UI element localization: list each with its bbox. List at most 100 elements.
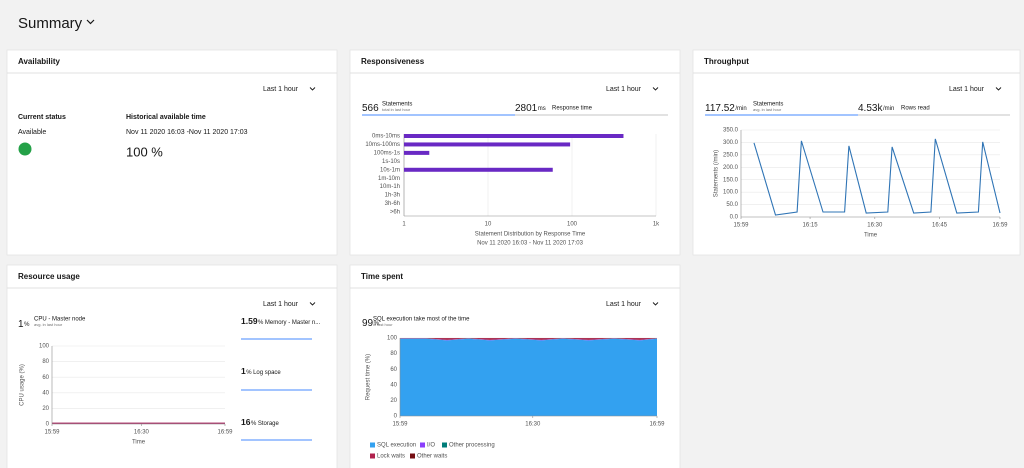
statements-rate: 117.52/min: [705, 103, 747, 114]
y-tick-label: 0: [46, 422, 50, 428]
legend-swatch: [410, 453, 415, 459]
legend-label: Other processing: [449, 443, 495, 449]
y-tick-label: >6h: [390, 210, 400, 216]
response-time-label: Response time: [552, 106, 593, 112]
x-tick-label: 16:45: [932, 223, 948, 229]
x-axis-label: Statement Distribution by Response Time: [475, 232, 586, 238]
legend-label: SQL execution: [377, 443, 416, 449]
y-tick-label: 40: [390, 382, 397, 388]
y-tick-label: 1s-10s: [382, 159, 400, 165]
dropdown-chevron[interactable]: [652, 302, 659, 306]
y-tick-label: 100ms-1s: [374, 150, 400, 156]
y-tick-label: 3h-6h: [385, 201, 400, 207]
data-area: [400, 338, 657, 340]
response-time-part: 2801: [515, 103, 538, 114]
legend-label: Lock waits: [377, 454, 405, 460]
range-dropdown[interactable]: Last 1 hour: [606, 86, 642, 93]
range-dropdown[interactable]: Last 1 hour: [263, 86, 299, 93]
y-tick-label: 20: [42, 406, 49, 412]
memory-metric: 1.59% Memory - Master n...: [241, 316, 321, 326]
y-tick-label: 0: [394, 414, 398, 420]
card-title: Resource usage: [18, 272, 80, 281]
data-area: [400, 338, 657, 341]
history-label: Historical available time: [126, 114, 206, 121]
y-tick-label: 40: [42, 390, 49, 396]
x-tick-label: 15:59: [733, 223, 749, 229]
y-tick-label: 80: [390, 351, 397, 357]
x-tick-label: 16:30: [134, 430, 150, 436]
y-tick-label: 1h-3h: [385, 193, 400, 199]
data-line: [753, 138, 1001, 216]
log-metric: 1% Log space: [241, 366, 281, 376]
y-tick-label: 1m-10m: [378, 176, 400, 182]
y-tick-label: 10s-1m: [380, 167, 400, 173]
x-tick-label: 16:15: [803, 223, 819, 229]
statements-note: avg. in last hour: [753, 107, 782, 112]
legend-swatch: [370, 442, 375, 448]
cpu-metric-part: 1: [18, 319, 24, 330]
dropdown-chevron[interactable]: [309, 87, 316, 91]
legend-swatch: [370, 453, 375, 459]
x-tick-label: 16:59: [217, 430, 233, 436]
card: [6, 264, 338, 468]
bar: [404, 134, 624, 138]
x-tick-label: 16:30: [525, 422, 541, 428]
y-tick-label: 80: [42, 359, 49, 365]
title-chevron[interactable]: [86, 19, 95, 25]
statements-count: 566: [362, 103, 379, 114]
range-dropdown[interactable]: Last 1 hour: [606, 301, 642, 308]
y-tick-label: 350.0: [723, 128, 739, 134]
x-tick-label: 16:59: [992, 223, 1008, 229]
x-tick-label: 1k: [653, 222, 660, 228]
dropdown-chevron[interactable]: [995, 87, 1002, 91]
memory-metric-part: %: [258, 320, 264, 326]
card-title: Throughput: [704, 57, 749, 66]
y-tick-label: 50.0: [726, 202, 738, 208]
bar: [404, 150, 430, 155]
statements-label: Statements: [382, 102, 412, 108]
bar: [404, 167, 553, 172]
storage-metric-part: Storage: [258, 421, 280, 427]
y-tick-label: 10m-1h: [380, 184, 400, 190]
page-title: Summary: [18, 15, 83, 32]
range-dropdown[interactable]: Last 1 hour: [263, 301, 299, 308]
dropdown-chevron[interactable]: [652, 87, 659, 91]
legend-swatch: [420, 442, 425, 448]
log-metric-part: 1: [241, 366, 246, 376]
cpu-metric: 1%: [18, 319, 30, 330]
share-metric-part: 99: [362, 318, 374, 329]
y-tick-label: 60: [390, 367, 397, 373]
share-metric-part: %: [374, 321, 380, 327]
legend-swatch: [442, 442, 447, 448]
range-dropdown[interactable]: Last 1 hour: [949, 86, 985, 93]
x-tick-label: 16:30: [867, 223, 883, 229]
x-tick-label: 15:59: [392, 422, 408, 428]
card-title: Availability: [18, 57, 60, 66]
card: [692, 49, 1021, 256]
memory-metric-part: 1.59: [241, 316, 258, 326]
bar: [404, 142, 571, 147]
y-tick-label: 10ms-100ms: [365, 142, 400, 148]
y-tick-label: 100: [39, 344, 50, 350]
y-tick-label: 60: [42, 375, 49, 381]
card: [6, 49, 338, 256]
legend-label: I/O: [427, 443, 435, 449]
x-axis-label: Time: [132, 440, 146, 446]
log-metric-part: %: [246, 370, 252, 376]
y-tick-label: 200.0: [723, 165, 739, 171]
cpu-label: CPU - Master node: [34, 317, 86, 323]
data-area: [400, 338, 657, 416]
share-metric: 99%: [362, 318, 380, 329]
response-time-part: ms: [538, 106, 546, 112]
rows-rate-part: /min: [883, 106, 894, 112]
dropdown-chevron[interactable]: [309, 302, 316, 306]
cpu-note: avg. in last hour: [34, 322, 63, 327]
share-label: SQL execution take most of the time: [373, 317, 470, 323]
statements-note: total in last hour: [382, 107, 411, 112]
storage-metric-part: %: [251, 421, 257, 427]
statements-rate-part: /min: [735, 106, 746, 112]
rows-rate-part: 4.53k: [858, 103, 883, 114]
x-axis-label: Time: [864, 233, 878, 239]
x-tick-label: 100: [567, 222, 578, 228]
log-metric-part: Log space: [253, 370, 281, 376]
